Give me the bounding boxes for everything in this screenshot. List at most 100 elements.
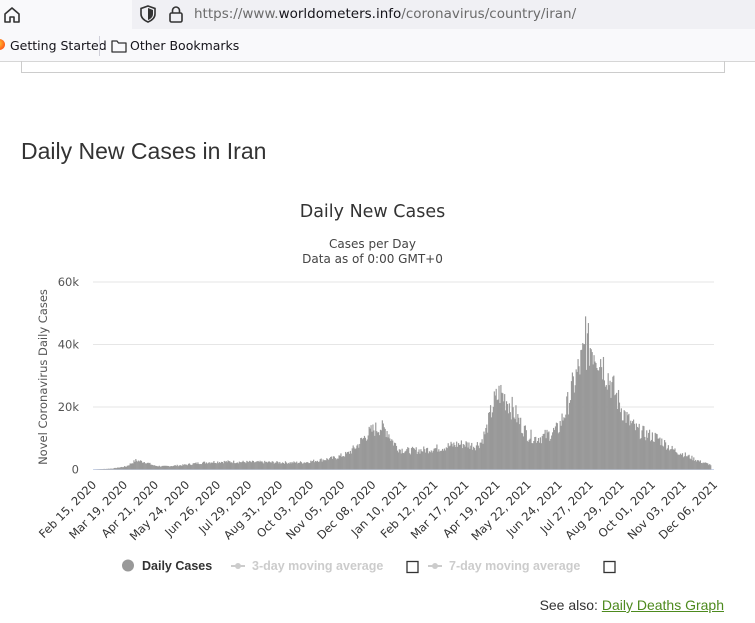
daily-cases-bar: [253, 462, 255, 470]
daily-cases-bar: [508, 403, 510, 470]
daily-cases-bar: [319, 459, 321, 470]
daily-cases-bar: [584, 344, 586, 470]
daily-cases-bar: [390, 440, 392, 470]
lock-icon[interactable]: [166, 4, 186, 24]
legend-7day-checkbox[interactable]: [603, 560, 616, 574]
daily-cases-bar: [678, 454, 680, 470]
daily-cases-bar: [195, 462, 197, 470]
daily-cases-bar: [301, 463, 303, 470]
daily-cases-bar: [617, 389, 620, 470]
daily-cases-bar: [481, 439, 483, 470]
daily-cases-bar: [221, 462, 223, 470]
daily-cases-bar: [685, 456, 687, 470]
daily-cases-bar: [270, 462, 272, 470]
daily-cases-bar: [479, 442, 481, 470]
daily-cases-bar: [556, 423, 558, 470]
daily-cases-bar: [218, 462, 221, 470]
daily-cases-bar: [200, 464, 202, 470]
daily-deaths-graph-link[interactable]: Daily Deaths Graph: [601, 597, 724, 613]
daily-cases-bar: [526, 440, 528, 470]
daily-cases-bar: [372, 424, 374, 470]
daily-cases-bar: [490, 417, 493, 470]
daily-cases-bar: [308, 463, 310, 470]
daily-cases-bar: [635, 423, 637, 470]
daily-cases-bar: [352, 445, 354, 470]
daily-cases-bar: [456, 441, 458, 470]
daily-cases-bar: [318, 461, 320, 470]
daily-cases-bar: [407, 447, 409, 470]
daily-cases-bar: [339, 455, 341, 470]
daily-cases-bar: [362, 438, 365, 470]
daily-cases-bar: [153, 465, 155, 470]
daily-cases-bar: [380, 430, 383, 470]
daily-cases-bar: [280, 463, 282, 470]
daily-cases-bar: [663, 446, 665, 470]
daily-cases-bar: [176, 464, 178, 470]
daily-cases-bar: [704, 462, 706, 470]
legend-3day-checkbox[interactable]: [406, 560, 419, 574]
daily-cases-bar: [657, 438, 659, 470]
daily-cases-bar: [305, 462, 307, 470]
bookmark-getting-started[interactable]: Getting Started: [10, 38, 107, 53]
daily-cases-bar: [498, 385, 500, 470]
daily-cases-bar: [234, 463, 237, 470]
daily-cases-bar: [647, 437, 649, 470]
daily-cases-bar: [344, 456, 346, 470]
daily-cases-bar: [409, 454, 412, 470]
daily-cases-bar: [527, 441, 529, 470]
daily-cases-bar: [204, 463, 207, 470]
daily-cases-bar: [634, 430, 637, 470]
daily-cases-bar: [522, 436, 525, 470]
daily-cases-bar: [703, 463, 705, 470]
daily-cases-bar: [377, 432, 379, 470]
daily-cases-bar: [179, 465, 181, 470]
daily-cases-bar: [631, 423, 633, 470]
daily-cases-bar: [688, 454, 690, 470]
daily-cases-bar: [454, 445, 456, 470]
daily-cases-bar: [152, 465, 154, 470]
daily-cases-bar: [169, 466, 171, 470]
daily-cases-bar: [124, 466, 127, 470]
daily-cases-bar: [393, 442, 396, 470]
daily-cases-bar: [430, 450, 432, 470]
daily-cases-bar: [384, 428, 386, 470]
bookmark-other-bookmarks[interactable]: Other Bookmarks: [130, 38, 240, 53]
daily-cases-bar: [473, 446, 475, 470]
daily-cases-bar: [544, 429, 546, 470]
address-bar[interactable]: [132, 0, 755, 29]
daily-cases-bar: [416, 454, 418, 470]
daily-cases-bar: [300, 462, 303, 470]
daily-cases-bar: [376, 431, 378, 470]
daily-cases-bar: [613, 375, 615, 470]
shield-icon[interactable]: [138, 4, 158, 24]
daily-cases-bar: [224, 461, 226, 470]
daily-cases-bar: [582, 343, 584, 470]
daily-cases-bar: [507, 413, 510, 470]
daily-cases-bar: [682, 457, 685, 470]
home-icon[interactable]: [2, 5, 22, 25]
daily-cases-bar: [328, 460, 330, 470]
daily-cases-bar: [165, 465, 167, 470]
daily-cases-bar: [226, 462, 228, 470]
daily-cases-bar: [620, 408, 622, 470]
daily-cases-bar: [329, 458, 331, 470]
daily-cases-bar: [419, 453, 421, 470]
daily-cases-bar: [692, 460, 694, 470]
daily-cases-bar: [354, 449, 356, 470]
daily-cases-bar: [283, 463, 286, 470]
daily-cases-bar: [404, 451, 406, 470]
daily-cases-bar: [584, 316, 587, 470]
url-text[interactable]: https://www.worldometers.info/coronaviru…: [194, 6, 576, 22]
daily-cases-bar: [366, 439, 368, 470]
daily-cases-bar: [254, 462, 256, 470]
daily-cases-bar: [310, 460, 312, 470]
daily-cases-bar: [237, 463, 239, 470]
daily-cases-bar: [340, 453, 342, 470]
daily-cases-bar: [541, 436, 543, 470]
daily-cases-bar: [489, 405, 492, 470]
y-tick-label: 60k: [58, 275, 80, 289]
daily-cases-bar: [395, 445, 398, 470]
daily-cases-bar: [357, 444, 359, 470]
daily-cases-bar: [293, 461, 295, 470]
daily-cases-bar: [487, 432, 489, 470]
